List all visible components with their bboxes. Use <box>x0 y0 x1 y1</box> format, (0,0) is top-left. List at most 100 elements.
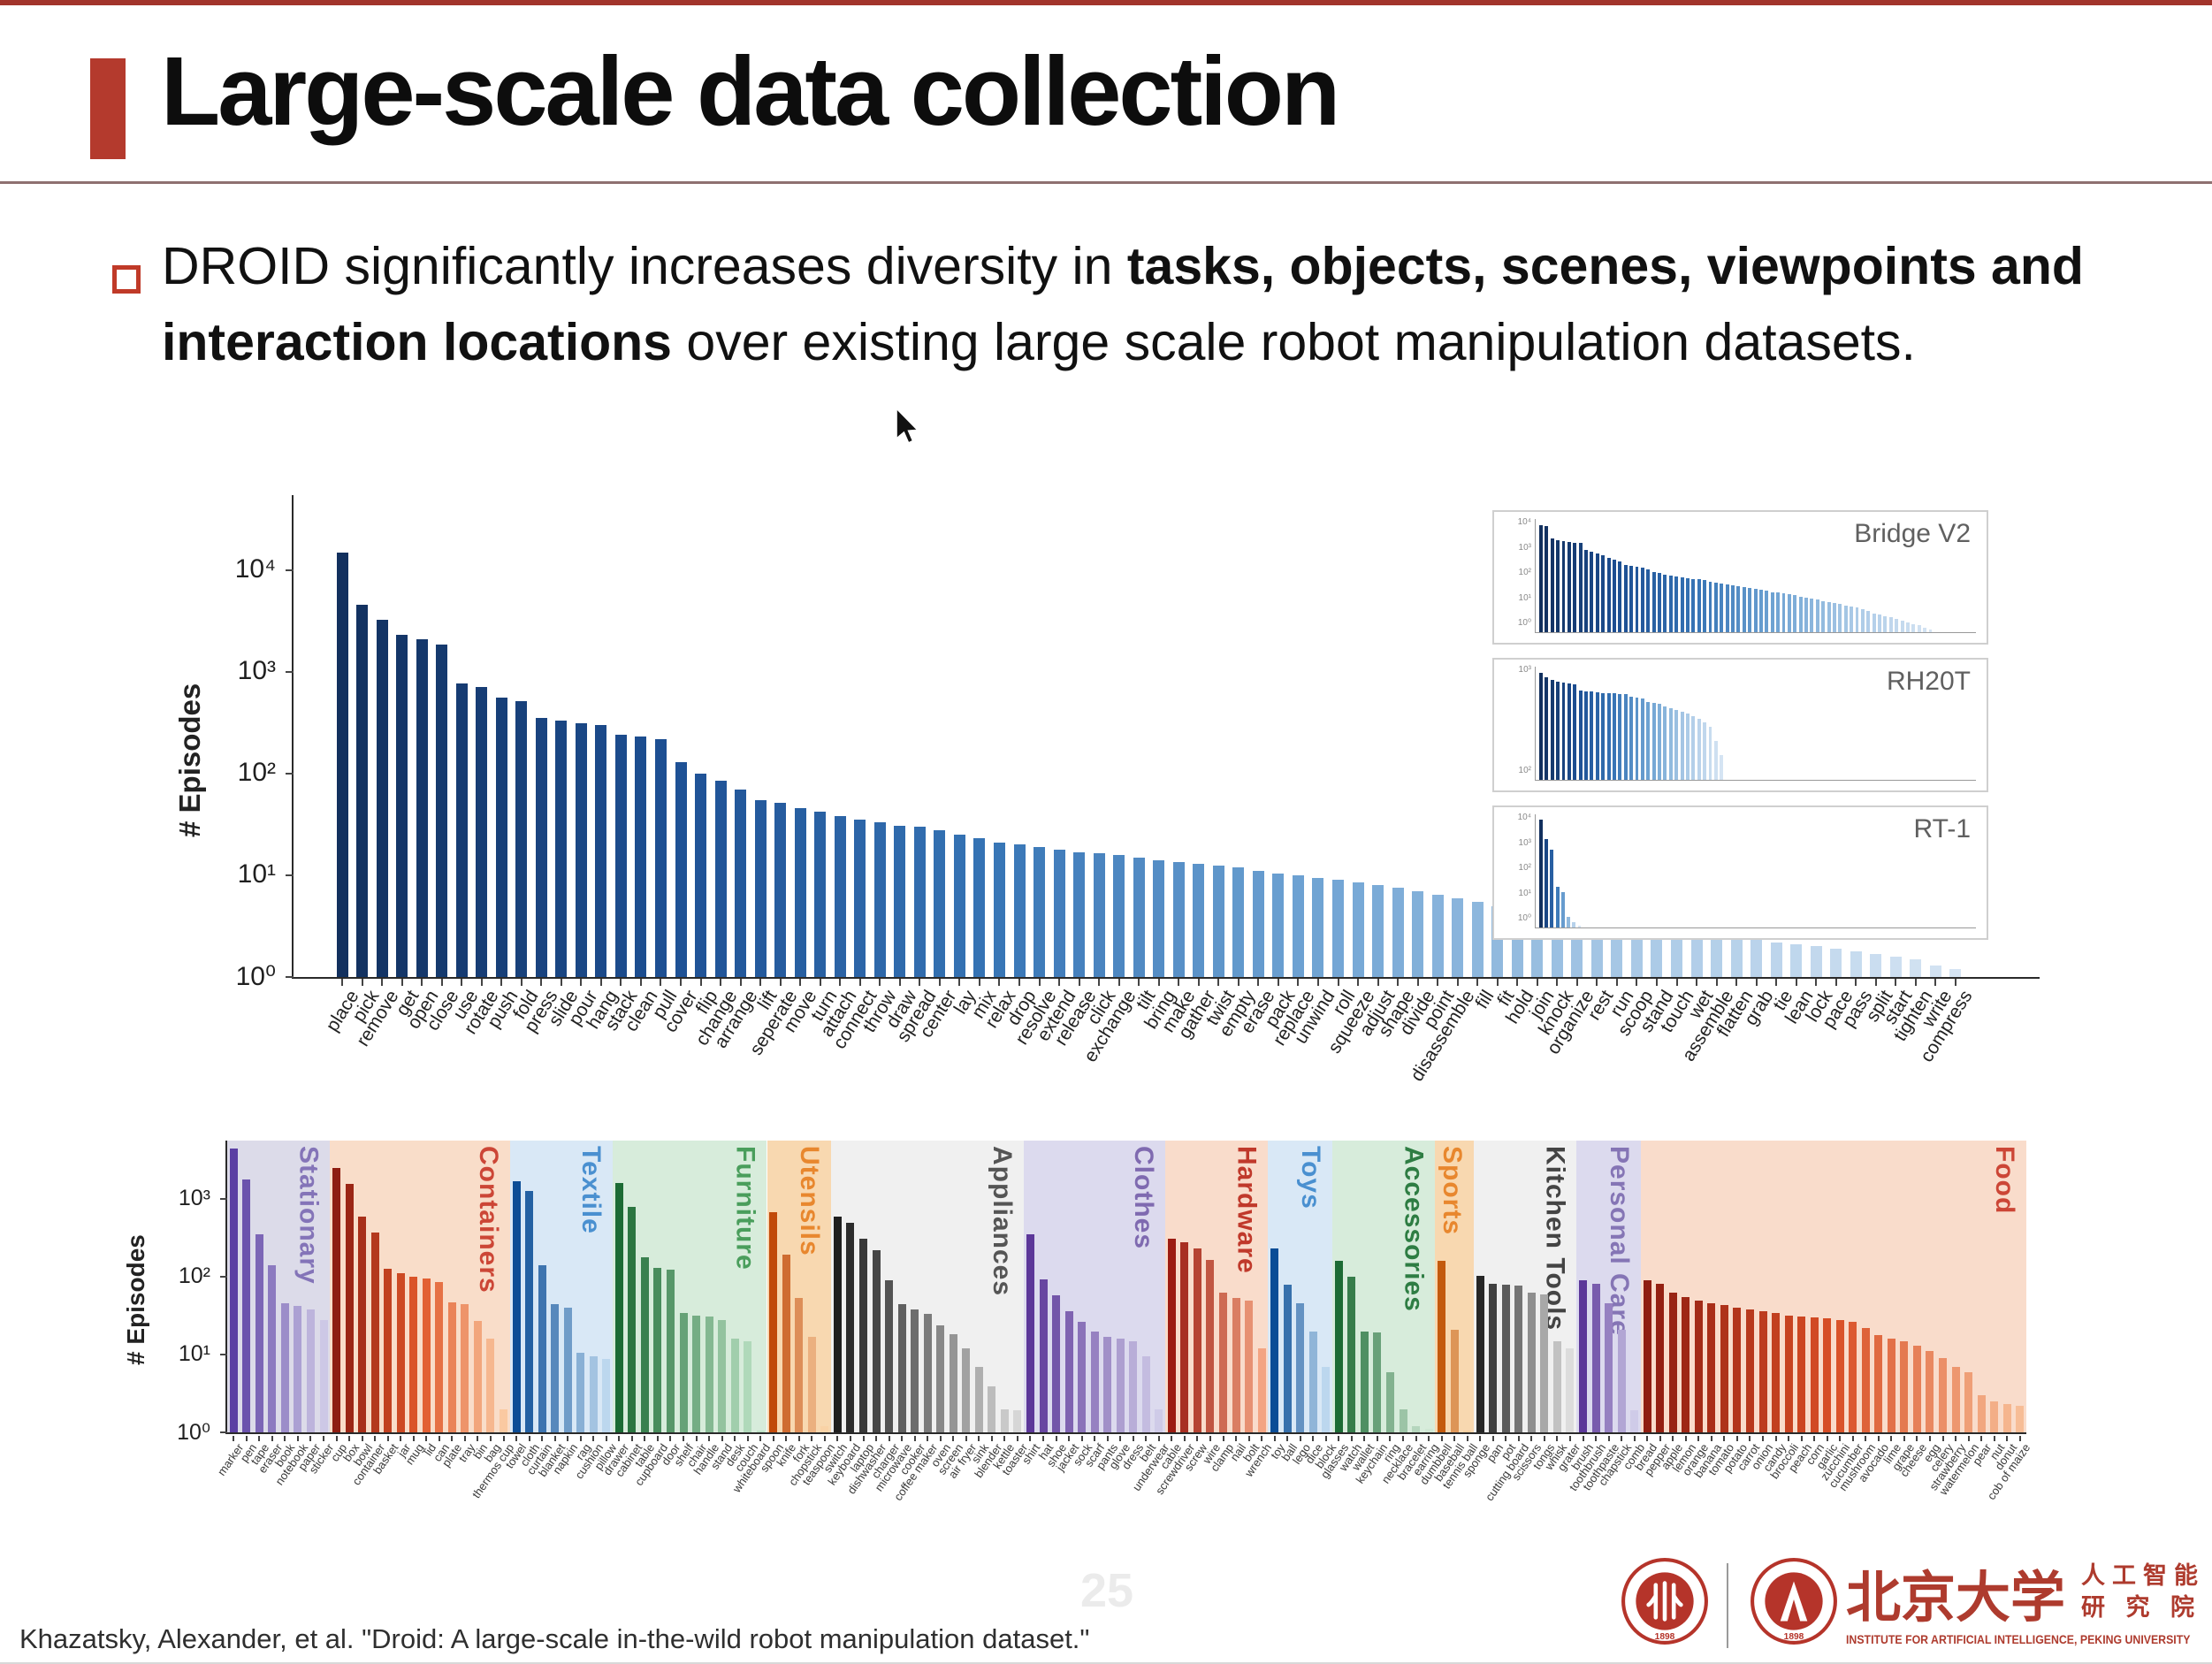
mouse-cursor-icon <box>896 408 919 445</box>
x-tick-mark <box>1058 979 1061 986</box>
bullet-marker-icon <box>112 265 141 294</box>
x-tick-mark <box>1556 1436 1559 1441</box>
x-tick-mark <box>680 979 682 986</box>
inset-bar <box>1663 706 1667 780</box>
bar <box>280 1302 289 1432</box>
y-tick-label: 10² <box>178 1263 210 1288</box>
inset-y-tick-label: 10⁰ <box>1517 913 1531 923</box>
x-tick-mark <box>553 1436 556 1441</box>
inset-bar <box>1545 526 1549 632</box>
inset-bar <box>1781 593 1786 632</box>
x-tick-mark <box>461 979 463 986</box>
bar <box>1013 1410 1022 1432</box>
x-tick-mark <box>1795 979 1797 986</box>
y-tick-mark <box>286 773 294 775</box>
bar <box>846 1223 855 1432</box>
x-tick-mark <box>823 1436 826 1441</box>
bar <box>859 1238 867 1432</box>
inset-bar <box>1539 525 1543 632</box>
bar <box>1990 1401 1999 1432</box>
bar <box>1630 1410 1639 1432</box>
x-tick-mark <box>1865 1436 1867 1441</box>
x-tick-mark <box>1723 1436 1726 1441</box>
x-tick-mark <box>1672 1436 1674 1441</box>
inset-y-tick-label: 10⁰ <box>1517 618 1531 628</box>
inset-bar <box>1668 707 1673 780</box>
bar <box>376 620 388 977</box>
svg-text:1898: 1898 <box>1655 1632 1675 1642</box>
x-tick-mark <box>1273 1436 1276 1441</box>
bar <box>675 761 687 977</box>
bar <box>1167 1238 1176 1432</box>
x-tick-mark <box>1710 1436 1712 1441</box>
bar <box>370 1233 379 1432</box>
inset-bar <box>1629 697 1634 780</box>
x-tick-mark <box>1479 1436 1482 1441</box>
x-tick-mark <box>644 1436 646 1441</box>
y-tick-mark <box>286 874 294 876</box>
x-tick-mark <box>477 1436 479 1441</box>
inset-bar <box>1573 542 1577 632</box>
x-tick-mark <box>799 979 802 986</box>
inset-bar <box>1651 702 1656 780</box>
bar <box>1471 901 1484 977</box>
x-tick-mark <box>1428 1436 1430 1441</box>
bar <box>962 1348 971 1432</box>
university-name-cn: 北京大学 <box>1846 1568 2066 1629</box>
bar <box>628 1206 637 1432</box>
x-tick-mark <box>785 1436 788 1441</box>
x-tick-mark <box>939 1436 942 1441</box>
x-tick-mark <box>998 979 1001 986</box>
bar <box>1964 1371 1973 1432</box>
x-tick-mark <box>489 1436 492 1441</box>
bar <box>1392 888 1404 977</box>
bar <box>1912 1345 1921 1432</box>
bar <box>1758 1311 1767 1432</box>
inset-bar <box>1725 584 1729 632</box>
bar <box>1579 1280 1587 1432</box>
x-tick-mark <box>1834 979 1837 986</box>
x-tick-mark <box>1496 979 1499 986</box>
category-label: Textile <box>576 1146 606 1234</box>
bar <box>1026 1233 1034 1432</box>
x-tick-mark <box>836 1436 839 1441</box>
x-tick-mark <box>839 979 842 986</box>
objects-bar-chart: Stationary Containers Textile Furniture Uten… <box>220 1141 2026 1441</box>
x-tick-mark <box>1145 1436 1148 1441</box>
bar <box>1514 1285 1523 1432</box>
x-tick-mark <box>1138 979 1140 986</box>
x-tick-mark <box>1715 979 1718 986</box>
x-tick-mark <box>1813 1436 1816 1441</box>
institute-cn-line2: 研 究 院 <box>2081 1594 2202 1621</box>
bar <box>897 1304 906 1432</box>
x-tick-mark <box>759 979 762 986</box>
bar <box>1141 1355 1150 1432</box>
bar <box>535 718 547 977</box>
bar <box>1694 1300 1703 1432</box>
bar <box>1450 1329 1459 1432</box>
bar <box>2002 1404 2011 1432</box>
bar <box>988 1386 996 1432</box>
bar <box>795 1297 804 1432</box>
x-tick-mark <box>309 1436 312 1441</box>
bar <box>1566 1348 1575 1432</box>
x-tick-mark <box>323 1436 325 1441</box>
x-tick-mark <box>1675 979 1678 986</box>
x-tick-mark <box>1607 1436 1610 1441</box>
bar <box>1770 942 1782 977</box>
x-tick-mark <box>258 1436 261 1441</box>
inset-bar <box>1697 579 1701 632</box>
x-tick-mark <box>862 1436 865 1441</box>
bar <box>1232 1297 1240 1432</box>
inset-chart-rt-1: RT-1 10⁴ 10³ 10² 10¹ 10⁰ <box>1492 805 1988 940</box>
x-tick-mark <box>1416 979 1419 986</box>
y-tick-label: 10¹ <box>237 859 276 889</box>
x-tick-mark <box>440 979 443 986</box>
inset-bar <box>1680 711 1684 780</box>
x-tick-mark <box>819 979 821 986</box>
inset-bar <box>1720 583 1724 632</box>
x-tick-mark <box>1453 1436 1456 1441</box>
bar <box>1039 1279 1048 1432</box>
top-accent-line <box>0 0 2212 5</box>
bar <box>436 644 448 977</box>
